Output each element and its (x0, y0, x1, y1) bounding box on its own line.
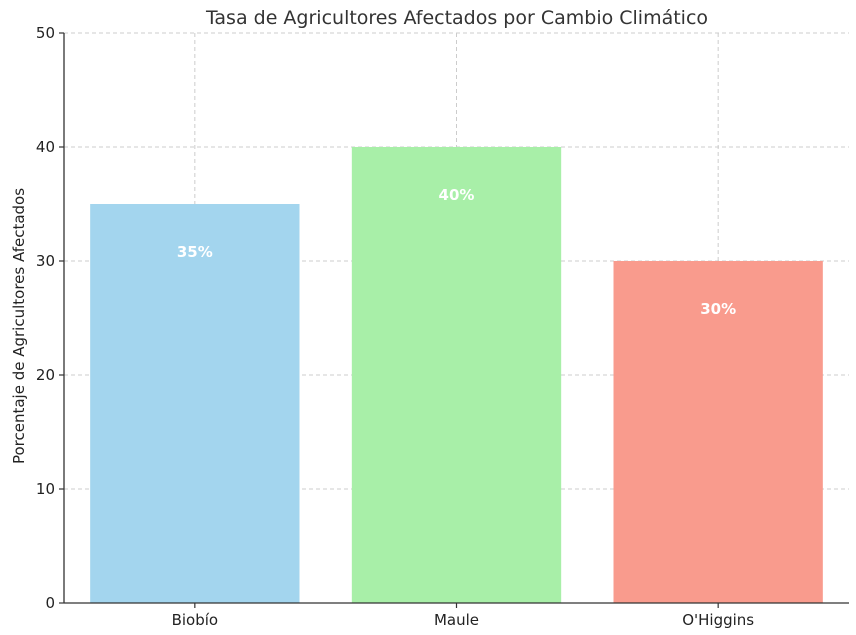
labels: 35% 40% 30% 0 10 20 30 40 50 Biobío Maule O'Higgins (36, 24, 754, 629)
x-tick-label: Biobío (172, 611, 219, 629)
bars (90, 147, 823, 603)
bar-biob-o (90, 204, 300, 603)
chart-title: Tasa de Agricultores Afectados por Cambi… (205, 7, 708, 29)
axes (59, 32, 849, 608)
bar-maule (351, 147, 562, 603)
y-tick-label: 30 (36, 252, 55, 270)
y-tick-label: 40 (36, 138, 55, 156)
y-tick-label: 20 (36, 366, 55, 384)
y-tick-label: 50 (36, 24, 55, 42)
y-axis-label: Porcentaje de Agricultores Afectados (10, 188, 28, 464)
y-tick-label: 10 (36, 480, 55, 498)
bar-value-label: 35% (177, 243, 213, 261)
bar-value-label: 40% (439, 186, 475, 204)
x-tick-label: Maule (434, 611, 479, 629)
y-tick-label: 0 (45, 594, 55, 612)
bar-value-label: 30% (700, 300, 736, 318)
bar-o-higgins (613, 261, 823, 603)
x-tick-label: O'Higgins (682, 611, 754, 629)
